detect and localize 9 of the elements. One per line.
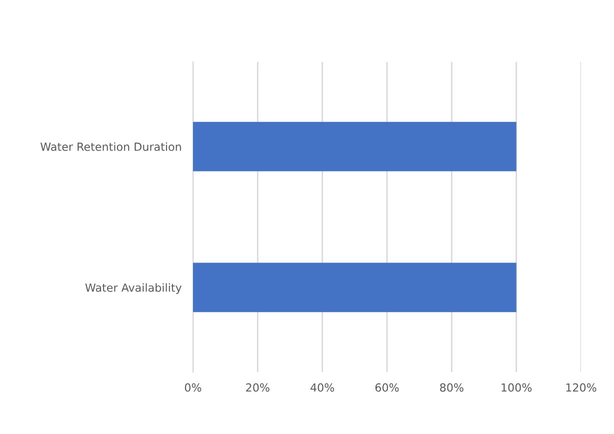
x-tick-label: 120% — [566, 383, 596, 392]
y-tick-label: Water Availability — [85, 283, 182, 294]
x-tick-label: 80% — [440, 383, 464, 392]
y-tick-label: Water Retention Duration — [40, 142, 181, 151]
x-tick-label: 40% — [310, 383, 334, 392]
x-tick-label: 20% — [246, 383, 270, 392]
x-tick-label: 100% — [502, 383, 532, 392]
x-tick-label: 60% — [375, 383, 399, 392]
x-tick-label: 0% — [184, 383, 202, 392]
